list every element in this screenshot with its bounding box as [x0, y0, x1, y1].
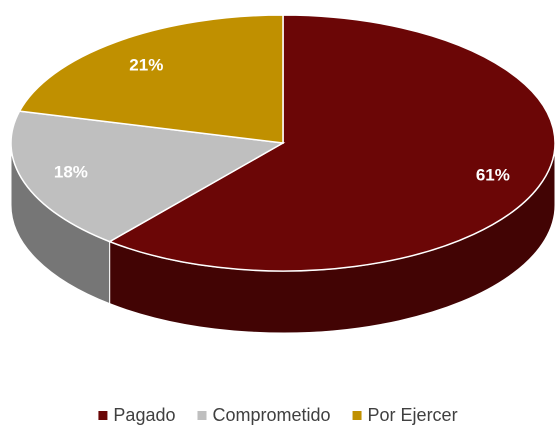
value-label: 21% [129, 56, 163, 75]
pie: 61% 18% 21% [10, 14, 556, 334]
slice [107, 14, 556, 272]
value-label: 61% [476, 165, 510, 184]
legend-swatch [98, 411, 108, 420]
slice [18, 14, 284, 144]
legend-swatch [197, 411, 207, 420]
legend-swatch [352, 411, 362, 420]
value-label: 18% [54, 163, 88, 182]
legend-label: Por Ejercer [368, 405, 458, 425]
legend-label: Comprometido [212, 405, 330, 425]
legend: Pagado Comprometido Por Ejercer [98, 405, 458, 425]
slice [10, 110, 286, 243]
legend-label: Pagado [113, 405, 175, 425]
